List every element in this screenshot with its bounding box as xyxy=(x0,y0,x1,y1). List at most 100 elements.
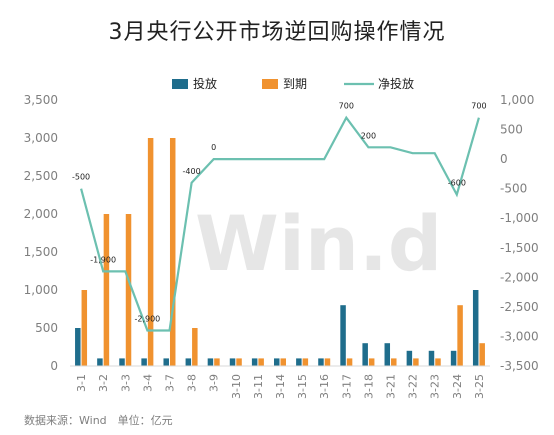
right-tick-label: 0 xyxy=(500,152,508,166)
left-tick-label: 3,000 xyxy=(24,131,58,145)
legend: 投放 到期 净投放 xyxy=(172,76,414,91)
net-data-label: -500 xyxy=(72,173,90,182)
bar-expire xyxy=(435,358,441,366)
x-tick-label: 3-25 xyxy=(473,374,486,399)
bar-expire xyxy=(280,358,286,366)
x-tick-label: 3-7 xyxy=(163,374,176,392)
bar-expire xyxy=(413,358,419,366)
bar-expire xyxy=(125,214,132,366)
x-tick-label: 3-18 xyxy=(362,374,375,399)
bar-inject xyxy=(185,358,192,366)
left-axis: 0 500 1,000 1,500 2,000 2,500 3,000 3,500 xyxy=(24,93,58,373)
net-series-line xyxy=(80,115,480,332)
bar-inject xyxy=(296,358,302,366)
bar-inject xyxy=(75,328,81,366)
right-tick-label: -3,000 xyxy=(500,329,539,343)
bar-expire xyxy=(368,358,375,366)
x-tick-label: 3-21 xyxy=(385,374,398,399)
left-tick-label: 500 xyxy=(35,321,58,335)
x-tick-label: 3-14 xyxy=(274,374,287,399)
x-tick-label: 3-9 xyxy=(208,374,221,392)
left-tick-label: 3,500 xyxy=(24,93,58,107)
x-tick-label: 3-10 xyxy=(230,374,243,399)
right-tick-label: 1,000 xyxy=(500,93,534,107)
data-labels: -500 -1,900 -2,900 -400 0 700 200 -600 700 xyxy=(72,102,487,324)
bar-inject xyxy=(274,358,280,366)
net-data-label: -2,900 xyxy=(134,315,160,324)
bar-inject xyxy=(141,358,147,366)
bar-expire xyxy=(391,358,397,366)
bar-inject xyxy=(119,358,125,366)
net-data-label: 0 xyxy=(211,143,216,152)
bar-expire xyxy=(479,343,485,366)
x-tick-label: 3-17 xyxy=(340,374,353,399)
watermark: Win.d xyxy=(195,199,442,288)
left-tick-label: 1,500 xyxy=(24,245,58,259)
bar-inject xyxy=(384,343,391,366)
bar-inject xyxy=(406,350,413,366)
bar-expire xyxy=(169,138,176,366)
x-tick-label: 3-1 xyxy=(75,374,88,392)
net-data-label: 200 xyxy=(361,131,376,140)
right-tick-label: 500 xyxy=(500,123,523,137)
x-tick-label: 3-2 xyxy=(97,374,110,392)
bar-inject xyxy=(318,358,324,366)
bar-inject xyxy=(428,350,435,366)
x-tick-label: 3-24 xyxy=(451,374,464,399)
net-data-label: -600 xyxy=(448,179,466,188)
bar-inject xyxy=(472,290,479,366)
legend-label-net: 净投放 xyxy=(378,76,414,91)
bar-expire xyxy=(258,358,264,366)
bar-expire xyxy=(457,305,463,366)
x-tick-label: 3-3 xyxy=(119,374,132,392)
bar-expire xyxy=(302,358,309,366)
x-axis: 3-1 3-2 3-3 3-4 3-7 3-8 3-9 3-10 3-11 3-14 3-15 3-1… xyxy=(75,374,486,399)
x-tick-label: 3-23 xyxy=(429,374,442,399)
bar-expire xyxy=(81,290,88,366)
legend-label-inject: 投放 xyxy=(193,76,217,91)
bar-inject xyxy=(251,358,258,366)
right-tick-label: -500 xyxy=(500,182,527,196)
net-line xyxy=(80,115,480,332)
source-note: 数据来源：Wind 单位：亿元 xyxy=(24,414,173,427)
x-tick-label: 3-22 xyxy=(407,374,420,399)
bar-expire xyxy=(346,358,353,366)
net-data-label: 700 xyxy=(471,102,486,111)
legend-label-expire: 到期 xyxy=(283,77,307,91)
net-data-label: 700 xyxy=(339,102,354,111)
x-tick-label: 3-4 xyxy=(141,374,154,392)
right-axis: -3,500 -3,000 -2,500 -2,000 -1,500 -1,000 -500… xyxy=(500,93,539,373)
bar-expire xyxy=(192,328,198,366)
net-data-label: -400 xyxy=(183,167,201,176)
right-tick-label: -2,500 xyxy=(500,300,539,314)
left-tick-label: 1,000 xyxy=(24,283,58,297)
left-tick-label: 2,000 xyxy=(24,207,58,221)
bar-inject xyxy=(97,358,103,366)
x-tick-label: 3-15 xyxy=(296,374,309,399)
bar-expire xyxy=(236,358,242,366)
left-tick-label: 0 xyxy=(50,359,58,373)
bars xyxy=(70,138,490,367)
bar-inject xyxy=(362,343,368,366)
right-tick-label: -3,500 xyxy=(500,359,539,373)
net-data-label: -1,900 xyxy=(90,255,116,264)
bar-expire xyxy=(324,358,331,366)
bar-expire xyxy=(147,138,154,366)
bar-expire xyxy=(214,358,220,366)
x-tick-label: 3-16 xyxy=(318,374,331,399)
bar-inject xyxy=(163,358,169,366)
bar-inject xyxy=(340,305,346,366)
x-tick-label: 3-11 xyxy=(252,374,265,399)
bar-inject xyxy=(229,358,236,366)
chart-title: 3月央行公开市场逆回购操作情况 xyxy=(108,20,446,45)
legend-swatch-inject xyxy=(172,79,188,89)
right-tick-label: -1,500 xyxy=(500,241,539,255)
bar-inject xyxy=(450,350,457,366)
right-tick-label: -2,000 xyxy=(500,270,539,284)
bar-expire xyxy=(103,214,110,366)
x-tick-label: 3-8 xyxy=(186,374,199,392)
bar-inject xyxy=(207,358,214,366)
left-tick-label: 2,500 xyxy=(24,169,58,183)
legend-swatch-expire xyxy=(262,79,278,89)
